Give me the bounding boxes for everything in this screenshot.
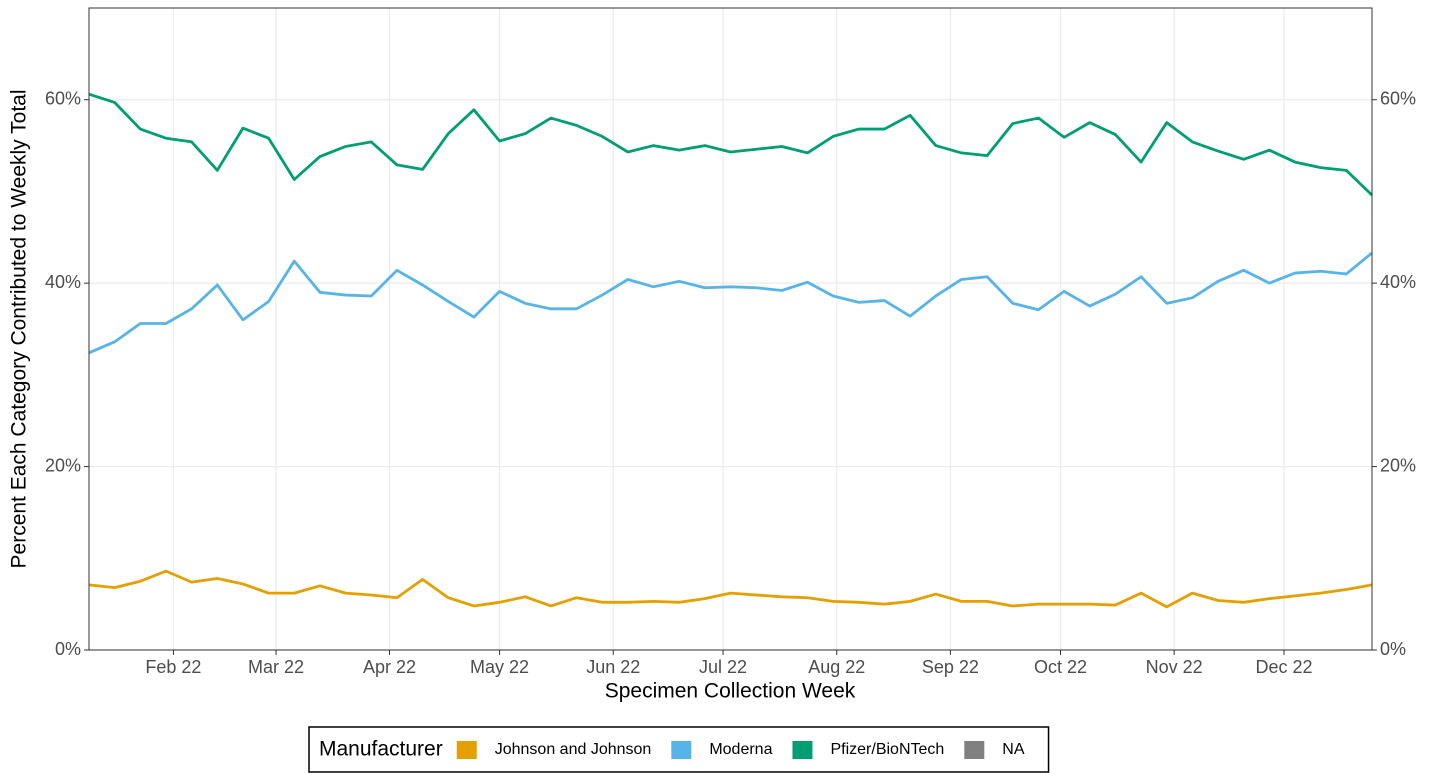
legend-swatch	[671, 741, 692, 759]
x-tick-label: Oct 22	[1034, 657, 1087, 677]
x-axis-title: Specimen Collection Week	[605, 680, 856, 703]
legend-swatch	[456, 741, 477, 759]
legend-label: NA	[1002, 741, 1025, 758]
series-line	[88, 569, 1373, 609]
x-tick-label: Sep 22	[922, 657, 979, 677]
x-tick-label: Nov 22	[1146, 657, 1203, 677]
series-line	[88, 92, 1373, 197]
y2-tick-label: 60%	[1380, 88, 1416, 108]
x-tick-label: Jul 22	[699, 657, 747, 677]
x-tick-label: Apr 22	[363, 657, 416, 677]
legend-swatch	[964, 741, 985, 759]
legend: Manufacturer Johnson and Johnson Moderna Pf…	[308, 726, 1050, 773]
legend-swatch	[792, 741, 813, 759]
y-tick-label: 40%	[45, 272, 81, 292]
x-tick-label: May 22	[470, 657, 529, 677]
x-tick-label: Mar 22	[248, 657, 304, 677]
y-tick-label: 60%	[45, 88, 81, 108]
y2-tick-label: 0%	[1380, 639, 1406, 659]
legend-label: Pfizer/BioNTech	[830, 741, 944, 758]
x-tick-label: Dec 22	[1255, 657, 1312, 677]
y2-tick-label: 40%	[1380, 272, 1416, 292]
legend-label: Johnson and Johnson	[495, 741, 652, 758]
legend-label: Moderna	[709, 741, 772, 758]
legend-title: Manufacturer	[319, 738, 443, 761]
x-tick-label: Jun 22	[586, 657, 640, 677]
x-tick-label: Feb 22	[145, 657, 201, 677]
plot-border	[88, 7, 1373, 651]
y2-tick-label: 20%	[1380, 455, 1416, 475]
y-tick-label: 0%	[55, 639, 81, 659]
x-tick-label: Aug 22	[808, 657, 865, 677]
y-tick-label: 20%	[45, 455, 81, 475]
y-axis-title: Percent Each Category Contributed to Wee…	[8, 90, 31, 569]
series-line	[88, 251, 1373, 355]
